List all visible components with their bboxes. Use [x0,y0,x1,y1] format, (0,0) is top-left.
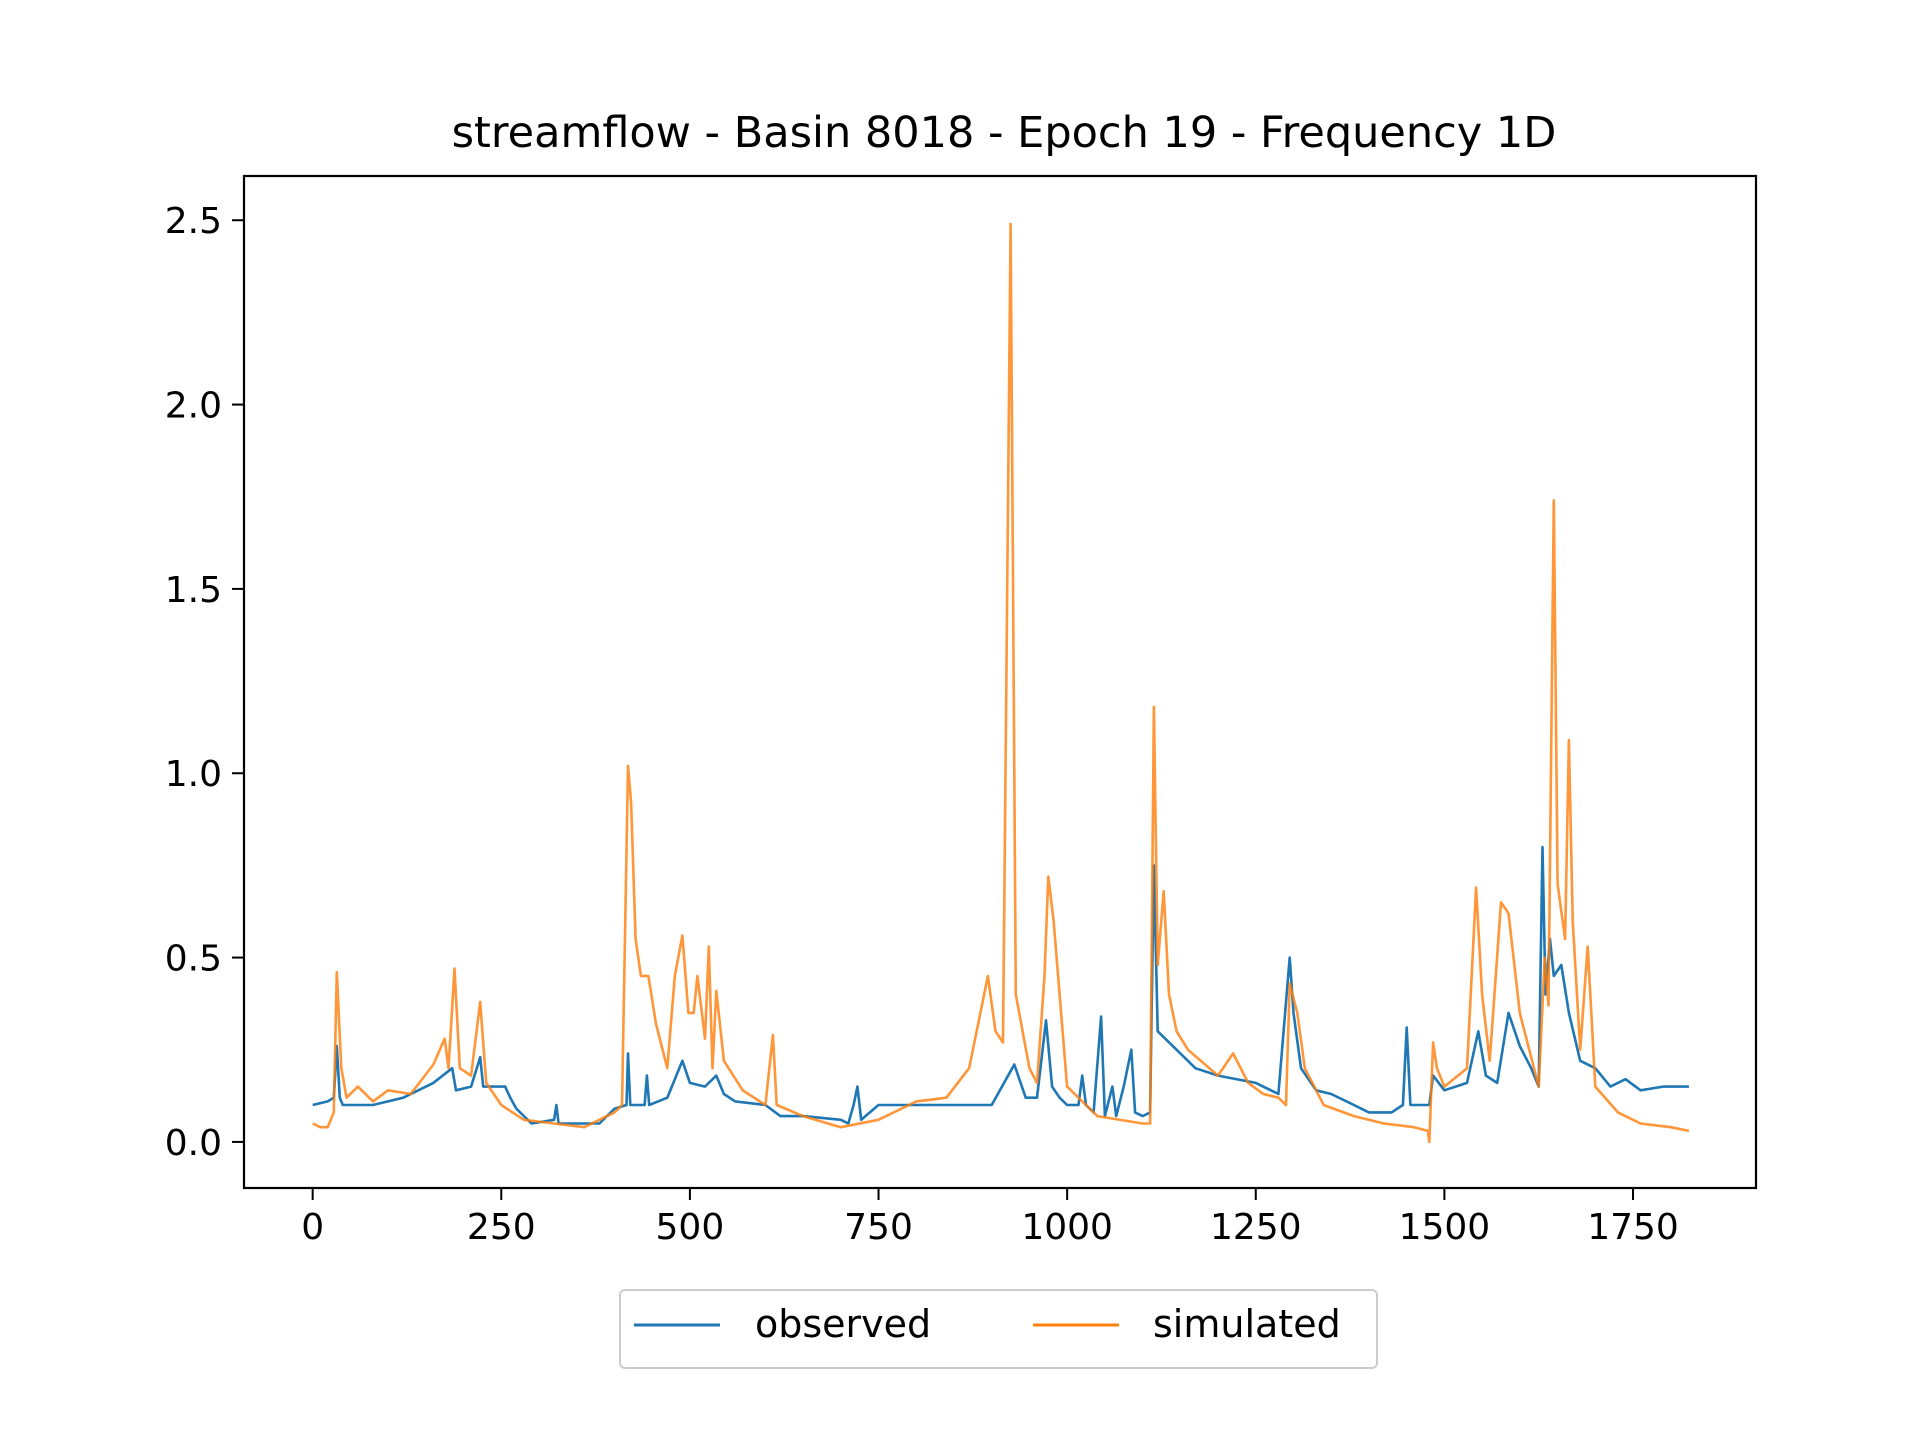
x-axis: 0 250 500 750 1000 1250 1500 1750 [301,1188,1679,1248]
y-tick-label: 2.5 [165,201,222,242]
legend-label-observed: observed [755,1302,931,1346]
series-line-observed [312,845,1689,1125]
legend-box [619,1289,1378,1369]
y-axis: 0.0 0.5 1.0 1.5 2.0 2.5 [165,201,244,1164]
plot-lines [312,222,1690,1144]
y-tick-label: 1.0 [165,754,222,795]
y-tick-label: 0.0 [165,1123,222,1164]
legend: observed simulated [619,1289,1378,1369]
y-tick-label: 0.5 [165,939,222,980]
x-tick-label: 750 [844,1207,913,1248]
x-tick-label: 250 [467,1207,536,1248]
x-tick-label: 1000 [1021,1207,1113,1248]
y-tick-label: 1.5 [165,570,222,611]
y-tick-label: 2.0 [165,386,222,427]
x-tick-label: 0 [301,1207,324,1248]
x-tick-label: 1250 [1210,1207,1302,1248]
x-tick-label: 500 [656,1207,725,1248]
chart-title: streamflow - Basin 8018 - Epoch 19 - Fre… [452,108,1557,158]
series-line-simulated [312,222,1690,1144]
legend-label-simulated: simulated [1153,1302,1341,1346]
x-tick-label: 1750 [1587,1207,1679,1248]
x-tick-label: 1500 [1399,1207,1491,1248]
plot-frame [242,174,1758,1190]
